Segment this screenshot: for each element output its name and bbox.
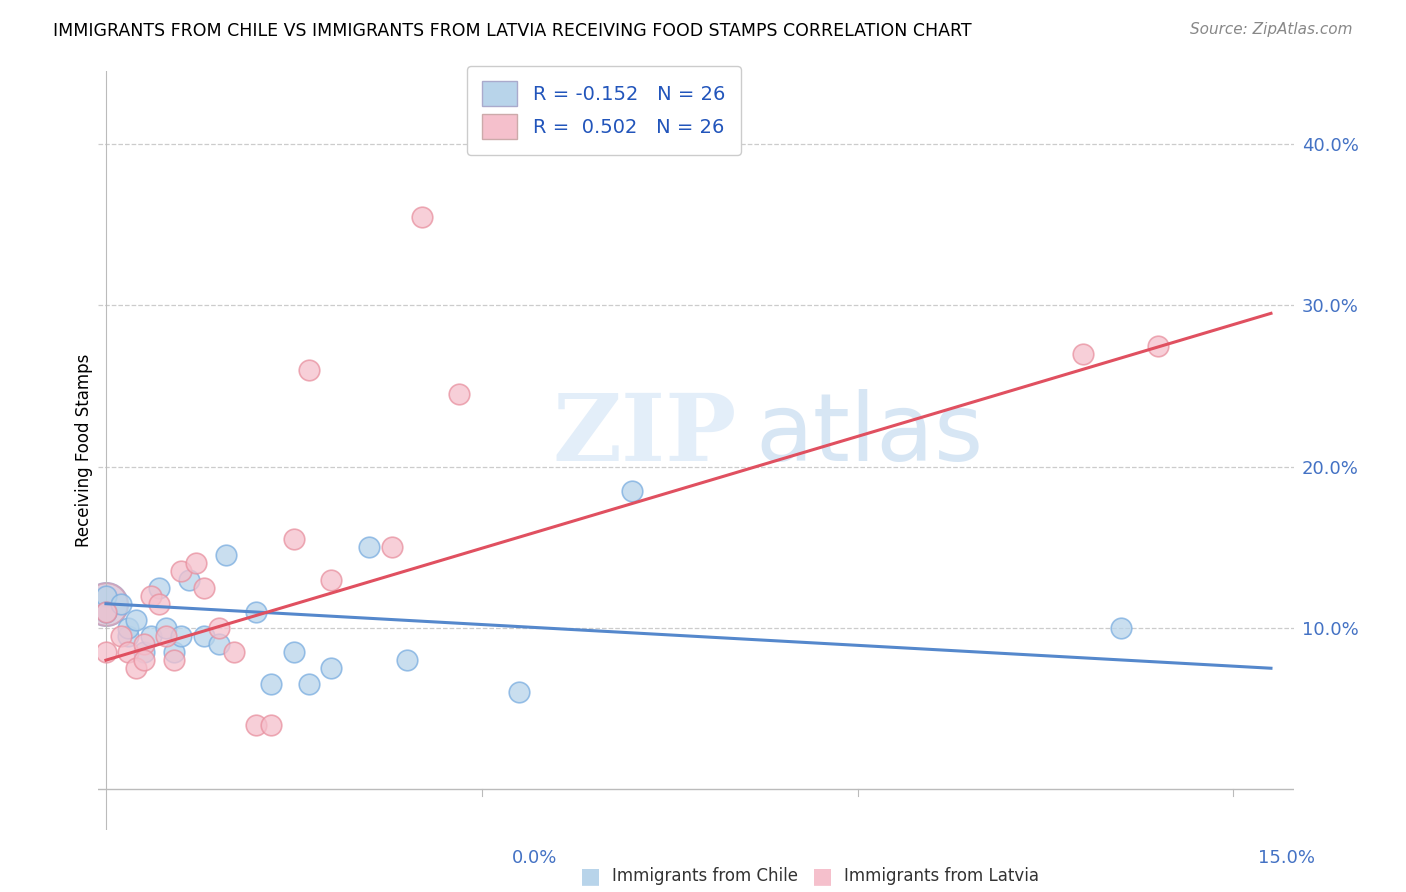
- Point: [215, 549, 238, 563]
- Point: [321, 661, 343, 675]
- Point: [260, 717, 283, 731]
- Point: [117, 621, 139, 635]
- Point: [94, 597, 117, 611]
- Point: [411, 210, 433, 224]
- Point: [245, 605, 267, 619]
- Point: [245, 717, 267, 731]
- Point: [110, 597, 132, 611]
- Point: [162, 645, 184, 659]
- Point: [125, 661, 148, 675]
- Point: [1147, 338, 1170, 352]
- Text: atlas: atlas: [756, 389, 984, 482]
- Point: [117, 629, 139, 643]
- Point: [94, 605, 117, 619]
- Point: [208, 621, 231, 635]
- Point: [132, 653, 155, 667]
- Point: [170, 565, 193, 579]
- Point: [139, 589, 162, 603]
- Point: [170, 629, 193, 643]
- Point: [380, 541, 402, 555]
- Point: [184, 557, 207, 571]
- Text: Immigrants from Chile: Immigrants from Chile: [612, 867, 797, 885]
- Point: [162, 653, 184, 667]
- Point: [508, 685, 530, 699]
- Point: [132, 637, 155, 651]
- Point: [298, 363, 321, 377]
- Text: ZIP: ZIP: [553, 391, 737, 480]
- Point: [1109, 621, 1132, 635]
- Point: [148, 581, 170, 595]
- Point: [283, 532, 305, 546]
- Point: [94, 597, 117, 611]
- Point: [177, 573, 200, 587]
- Point: [208, 637, 231, 651]
- Text: IMMIGRANTS FROM CHILE VS IMMIGRANTS FROM LATVIA RECEIVING FOOD STAMPS CORRELATIO: IMMIGRANTS FROM CHILE VS IMMIGRANTS FROM…: [53, 22, 972, 40]
- Point: [298, 677, 321, 691]
- Point: [94, 645, 117, 659]
- Point: [132, 645, 155, 659]
- Legend: R = -0.152   N = 26, R =  0.502   N = 26: R = -0.152 N = 26, R = 0.502 N = 26: [467, 66, 741, 155]
- Text: Source: ZipAtlas.com: Source: ZipAtlas.com: [1189, 22, 1353, 37]
- Point: [283, 645, 305, 659]
- Point: [94, 605, 117, 619]
- Point: [193, 629, 215, 643]
- Point: [148, 597, 170, 611]
- Point: [94, 589, 117, 603]
- Text: Immigrants from Latvia: Immigrants from Latvia: [844, 867, 1039, 885]
- Point: [155, 621, 177, 635]
- Point: [357, 541, 380, 555]
- Text: Receiving Food Stamps: Receiving Food Stamps: [75, 354, 93, 547]
- Point: [260, 677, 283, 691]
- Point: [139, 629, 162, 643]
- Point: [125, 613, 148, 627]
- Point: [117, 645, 139, 659]
- Point: [621, 483, 644, 498]
- Point: [193, 581, 215, 595]
- Text: 0.0%: 0.0%: [512, 849, 557, 867]
- Point: [222, 645, 245, 659]
- Point: [395, 653, 418, 667]
- Point: [321, 573, 343, 587]
- Text: ■: ■: [813, 866, 832, 886]
- Text: ■: ■: [581, 866, 600, 886]
- Point: [155, 629, 177, 643]
- Point: [449, 387, 471, 401]
- Text: 15.0%: 15.0%: [1258, 849, 1315, 867]
- Point: [1071, 346, 1094, 360]
- Point: [110, 629, 132, 643]
